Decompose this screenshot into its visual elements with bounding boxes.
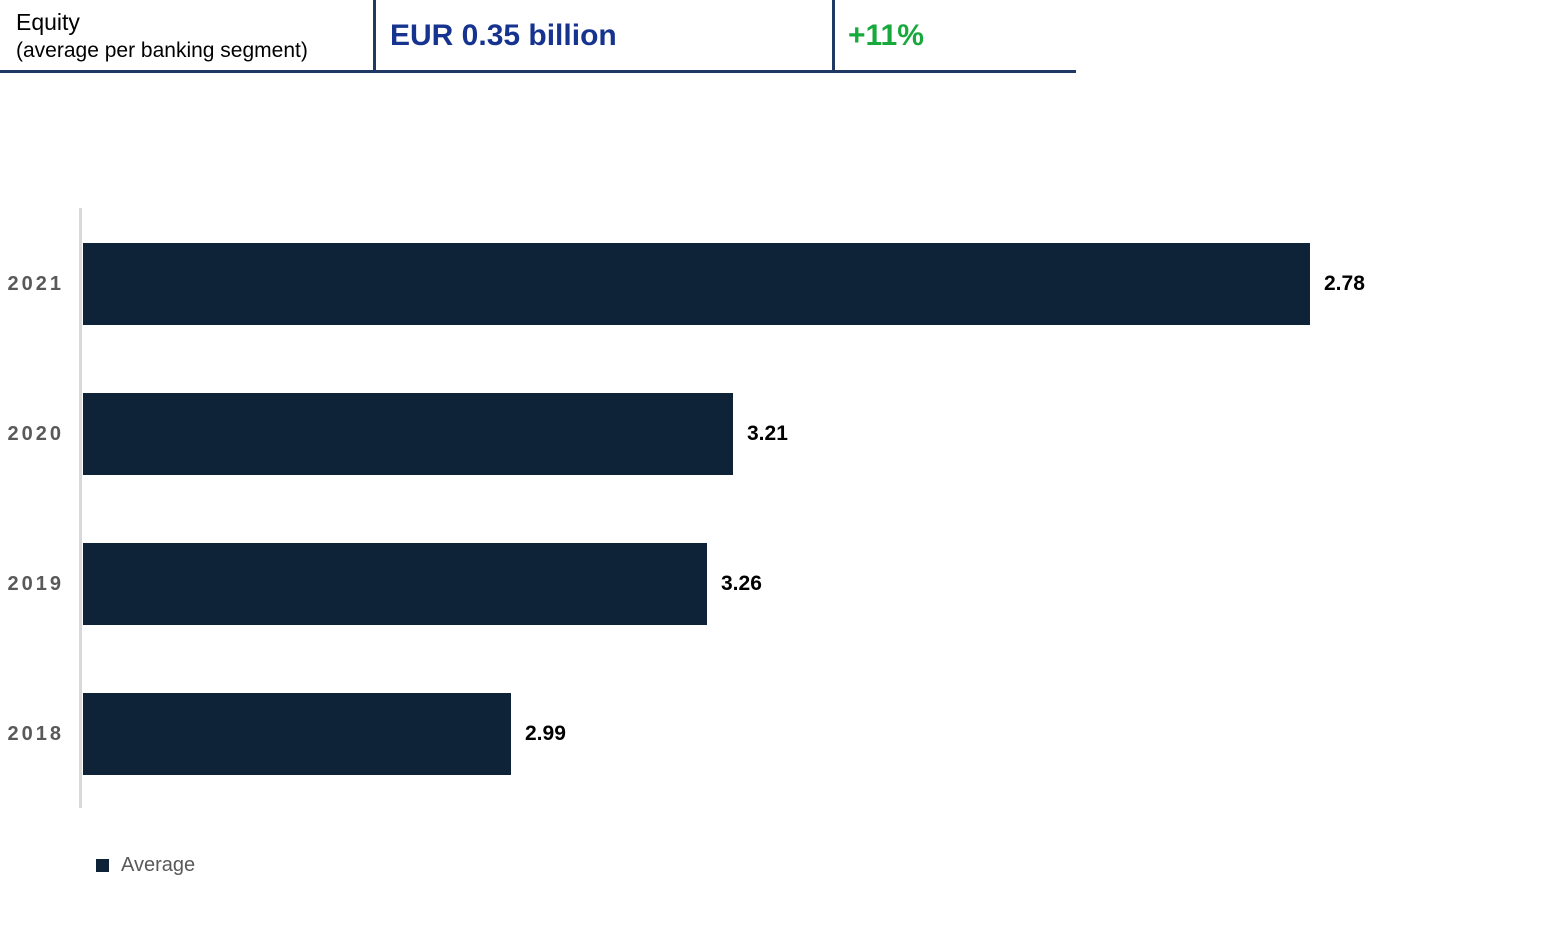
y-tick-label: 2019 (7, 572, 64, 595)
y-axis-line (79, 208, 82, 808)
bar-row-2019: 2019 3.26 (0, 543, 1559, 625)
data-label: 3.26 (721, 572, 762, 595)
y-tick-label: 2021 (7, 272, 64, 295)
data-label: 2.99 (525, 722, 566, 745)
bar-2021 (83, 243, 1310, 325)
legend: Average (96, 850, 195, 880)
bar-row-2021: 2021 2.78 (0, 243, 1559, 325)
bar-row-2020: 2020 3.21 (0, 393, 1559, 475)
y-tick-label: 2020 (7, 422, 64, 445)
data-label: 2.78 (1324, 272, 1365, 295)
bar-2019 (83, 543, 707, 625)
bar-2018 (83, 693, 511, 775)
legend-swatch-icon (96, 858, 109, 872)
y-tick-label: 2018 (7, 722, 64, 745)
header-divider-2 (832, 0, 835, 72)
kpi-header: Equity (average per banking segment) EUR… (0, 0, 1076, 74)
data-label: 3.21 (747, 422, 788, 445)
chart-title-line1: Equity (16, 9, 80, 35)
header-divider-1 (373, 0, 376, 72)
chart-title: Equity (average per banking segment) (16, 7, 308, 64)
legend-label: Average (121, 853, 196, 876)
chart-title-line2: (average per banking segment) (16, 39, 308, 62)
bar-row-2018: 2018 2.99 (0, 693, 1559, 775)
kpi-change-badge: +11% (848, 19, 924, 52)
bar-2020 (83, 393, 733, 475)
kpi-value: EUR 0.35 billion (390, 19, 617, 52)
header-underline (0, 70, 1076, 73)
